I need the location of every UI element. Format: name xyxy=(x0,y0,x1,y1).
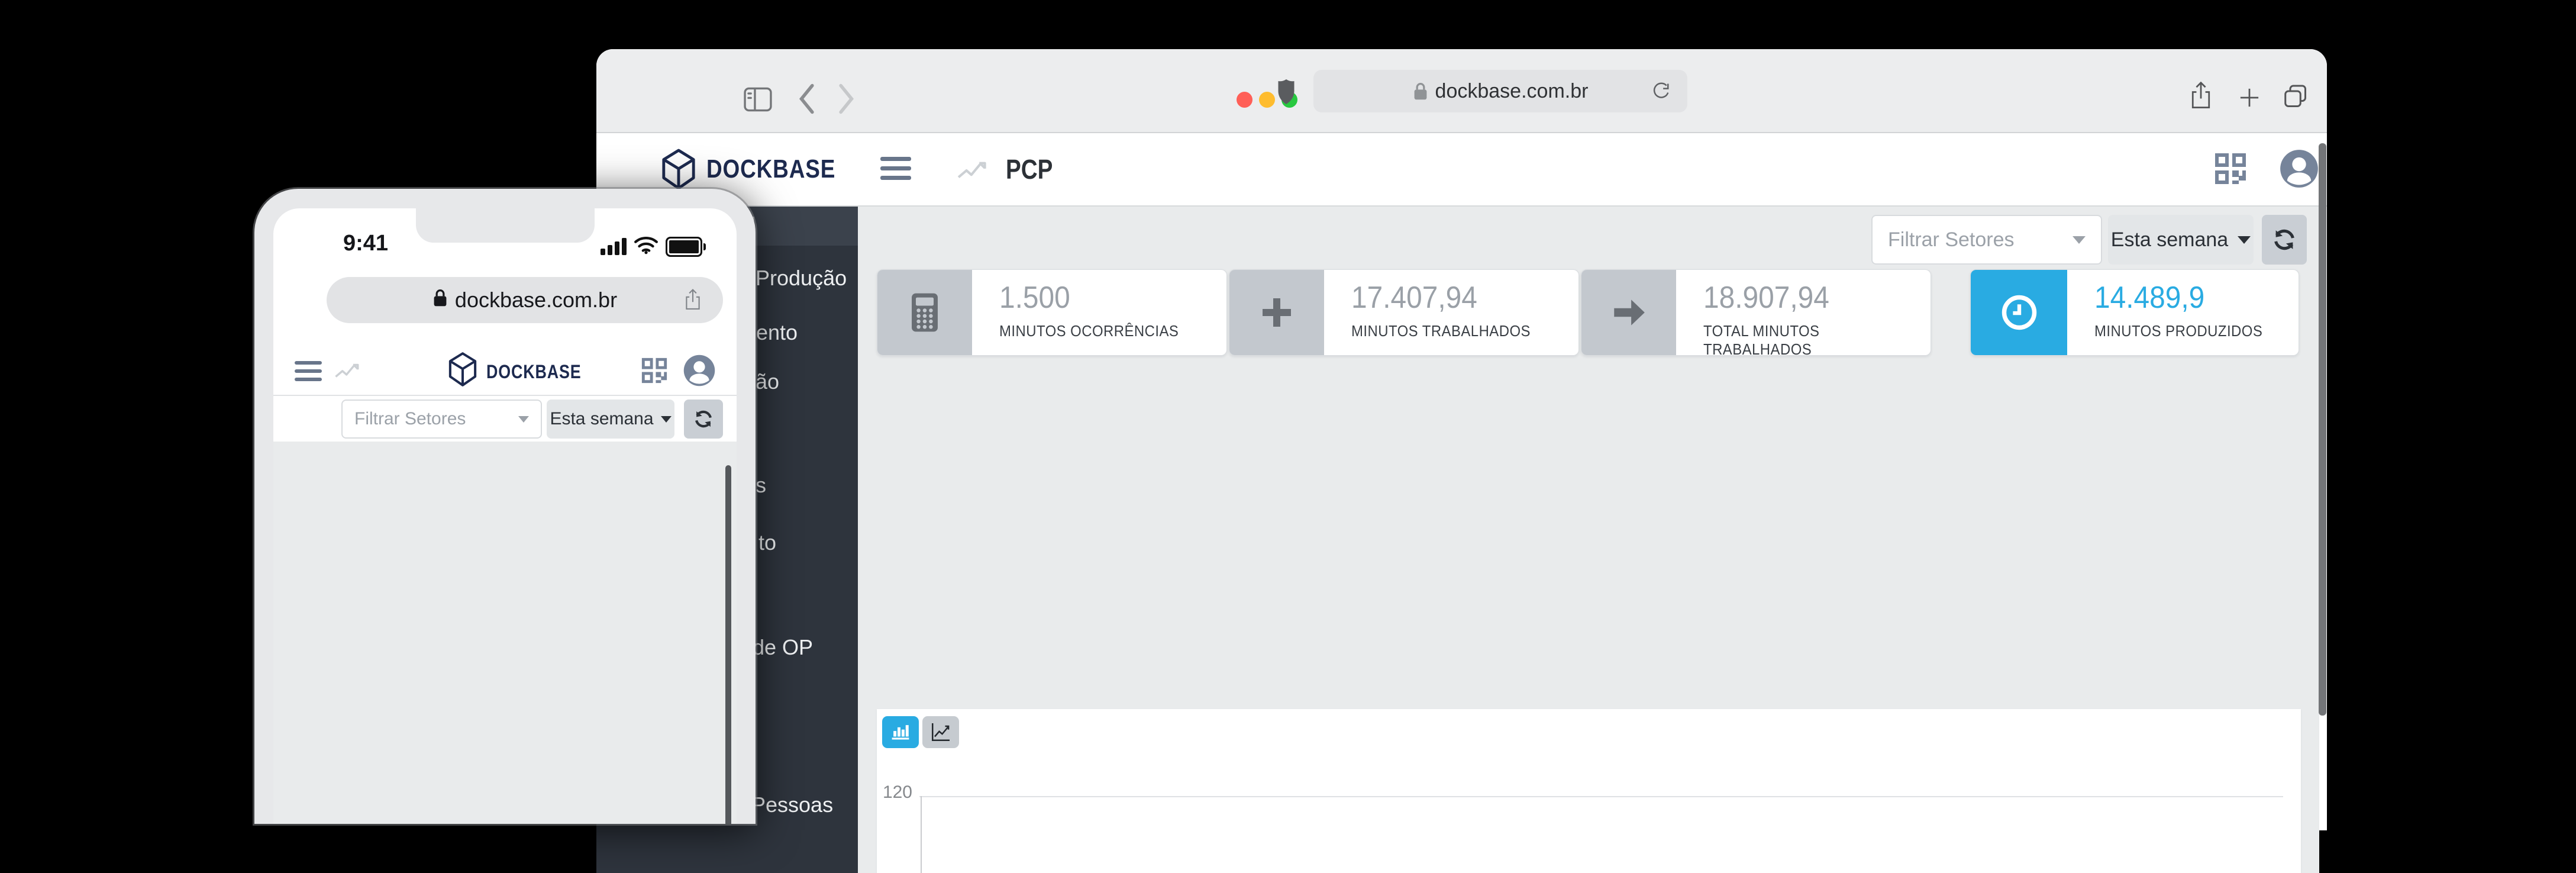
refresh-icon xyxy=(695,410,712,428)
menu-toggle-icon[interactable] xyxy=(295,361,322,381)
line-chart-toggle[interactable] xyxy=(922,716,959,748)
url-text: dockbase.com.br xyxy=(1435,79,1589,102)
sidebar-item[interactable]: Pessoas xyxy=(751,793,834,817)
bar-chart-toggle[interactable] xyxy=(882,716,919,748)
y-axis-line xyxy=(921,796,922,873)
gridline xyxy=(919,796,2283,797)
sidebar-item[interactable]: ento xyxy=(756,320,798,344)
chevron-down-icon xyxy=(2073,236,2086,244)
phone-filter-row: Filtrar Setores Esta semana xyxy=(273,396,737,442)
sidebar-item[interactable]: to xyxy=(758,530,777,555)
wifi-icon xyxy=(634,236,658,257)
traffic-light-close[interactable] xyxy=(1237,92,1253,108)
tab-overview-icon[interactable] xyxy=(2281,82,2310,111)
browser-window: dockbase.com.br DOCKBASE PCP xyxy=(596,49,2327,873)
trend-icon xyxy=(334,360,364,384)
app-header: DOCKBASE PCP xyxy=(596,133,2327,207)
user-avatar-icon[interactable] xyxy=(2279,149,2319,192)
chart-card: 120 xyxy=(877,709,2301,873)
stat-card: 18.907,94 TOTAL MINUTOS TRABALHADOS xyxy=(1581,269,1931,356)
scrollbar[interactable] xyxy=(725,465,731,824)
dockbase-wordmark: DOCKBASE xyxy=(486,361,582,382)
stat-label: MINUTOS PRODUZIDOS xyxy=(2094,321,2263,340)
sidebar-item[interactable]: ão xyxy=(756,369,780,394)
dockbase-logo-icon[interactable] xyxy=(660,147,697,194)
stats-row-1: 1.500 MINUTOS OCORRÊNCIAS 17.407,94 MINUTOS… xyxy=(877,269,2299,356)
stats-row-2 xyxy=(875,392,2299,484)
stat-card: 1.500 MINUTOS OCORRÊNCIAS xyxy=(877,269,1227,356)
chevron-down-icon xyxy=(2238,236,2251,244)
browser-chrome: dockbase.com.br xyxy=(596,49,2327,133)
phone-mockup: 9:41 dockbase.com.br xyxy=(254,189,756,824)
phone-screen: 9:41 dockbase.com.br xyxy=(273,208,737,824)
stat-value: 14.489,9 xyxy=(2094,281,2205,315)
dockbase-wordmark[interactable]: DOCKBASE xyxy=(706,154,836,183)
status-time: 9:41 xyxy=(343,231,389,256)
share-icon[interactable] xyxy=(2188,80,2214,111)
sector-filter-select[interactable]: Filtrar Setores xyxy=(1871,215,2102,265)
phone-notch xyxy=(415,208,595,243)
sidebar-toggle-icon[interactable] xyxy=(742,85,774,114)
qr-code-icon[interactable] xyxy=(639,355,670,389)
stat-label: MINUTOS TRABALHADOS xyxy=(1351,321,1531,340)
back-icon[interactable] xyxy=(796,82,816,115)
share-icon[interactable] xyxy=(683,286,703,318)
clock-icon xyxy=(1971,270,2067,355)
refresh-button[interactable] xyxy=(684,400,723,439)
dockbase-logo-icon xyxy=(447,350,478,391)
refresh-icon xyxy=(2274,229,2294,250)
phone-url-text: dockbase.com.br xyxy=(454,288,618,312)
trend-icon xyxy=(956,158,993,185)
stat-label: MINUTOS OCORRÊNCIAS xyxy=(999,321,1179,340)
plus-icon xyxy=(1229,270,1324,355)
arrow-right-icon xyxy=(1581,270,1676,355)
privacy-shield-icon[interactable] xyxy=(1276,78,1297,106)
sidebar-item[interactable]: s xyxy=(756,473,766,497)
period-button[interactable]: Esta semana xyxy=(547,400,674,439)
traffic-light-minimize[interactable] xyxy=(1259,92,1275,108)
page-title: PCP xyxy=(1006,154,1053,185)
main-content: Filtrar Setores Esta semana 1.500 MINUTOS… xyxy=(858,207,2319,873)
user-avatar-icon[interactable] xyxy=(683,354,716,390)
reload-icon[interactable] xyxy=(1649,79,1673,103)
phone-toolbar: DOCKBASE xyxy=(273,346,737,396)
battery-icon xyxy=(666,236,706,257)
stat-card: 17.407,94 MINUTOS TRABALHADOS xyxy=(1229,269,1579,356)
sector-filter-placeholder: Filtrar Setores xyxy=(1888,228,2015,251)
sector-filter-select[interactable]: Filtrar Setores xyxy=(341,400,542,439)
address-bar[interactable]: dockbase.com.br xyxy=(1313,70,1687,112)
phone-address-bar[interactable]: dockbase.com.br xyxy=(327,277,723,323)
stat-value: 1.500 xyxy=(999,281,1070,315)
period-label: Esta semana xyxy=(550,409,654,429)
phone-content xyxy=(273,442,737,824)
chevron-down-icon xyxy=(518,415,529,423)
period-button[interactable]: Esta semana xyxy=(2108,215,2254,265)
lock-icon xyxy=(432,287,448,314)
forward-icon[interactable] xyxy=(837,82,857,115)
status-icons xyxy=(601,236,706,257)
sidebar-item[interactable]: de OP xyxy=(753,635,814,659)
refresh-button[interactable] xyxy=(2262,215,2307,265)
signal-icon xyxy=(601,238,627,255)
qr-code-icon[interactable] xyxy=(2212,150,2249,191)
stat-value: 17.407,94 xyxy=(1351,281,1477,315)
calculator-icon xyxy=(877,270,972,355)
lock-icon xyxy=(1413,81,1428,101)
menu-toggle-icon[interactable] xyxy=(880,157,911,180)
chevron-down-icon xyxy=(660,415,672,423)
bar-chart-icon xyxy=(892,725,909,740)
stat-card: 14.489,9 MINUTOS PRODUZIDOS xyxy=(1970,269,2299,356)
y-axis-tick: 120 xyxy=(882,782,912,802)
stat-value: 18.907,94 xyxy=(1703,281,1829,315)
line-chart-icon xyxy=(932,723,950,741)
new-tab-icon[interactable] xyxy=(2236,85,2262,111)
period-label: Esta semana xyxy=(2110,228,2229,251)
sector-filter-placeholder: Filtrar Setores xyxy=(354,409,466,429)
sidebar-item[interactable]: Produção xyxy=(756,266,847,290)
stat-label: TOTAL MINUTOS TRABALHADOS xyxy=(1703,321,1820,356)
scrollbar[interactable] xyxy=(2319,143,2326,716)
